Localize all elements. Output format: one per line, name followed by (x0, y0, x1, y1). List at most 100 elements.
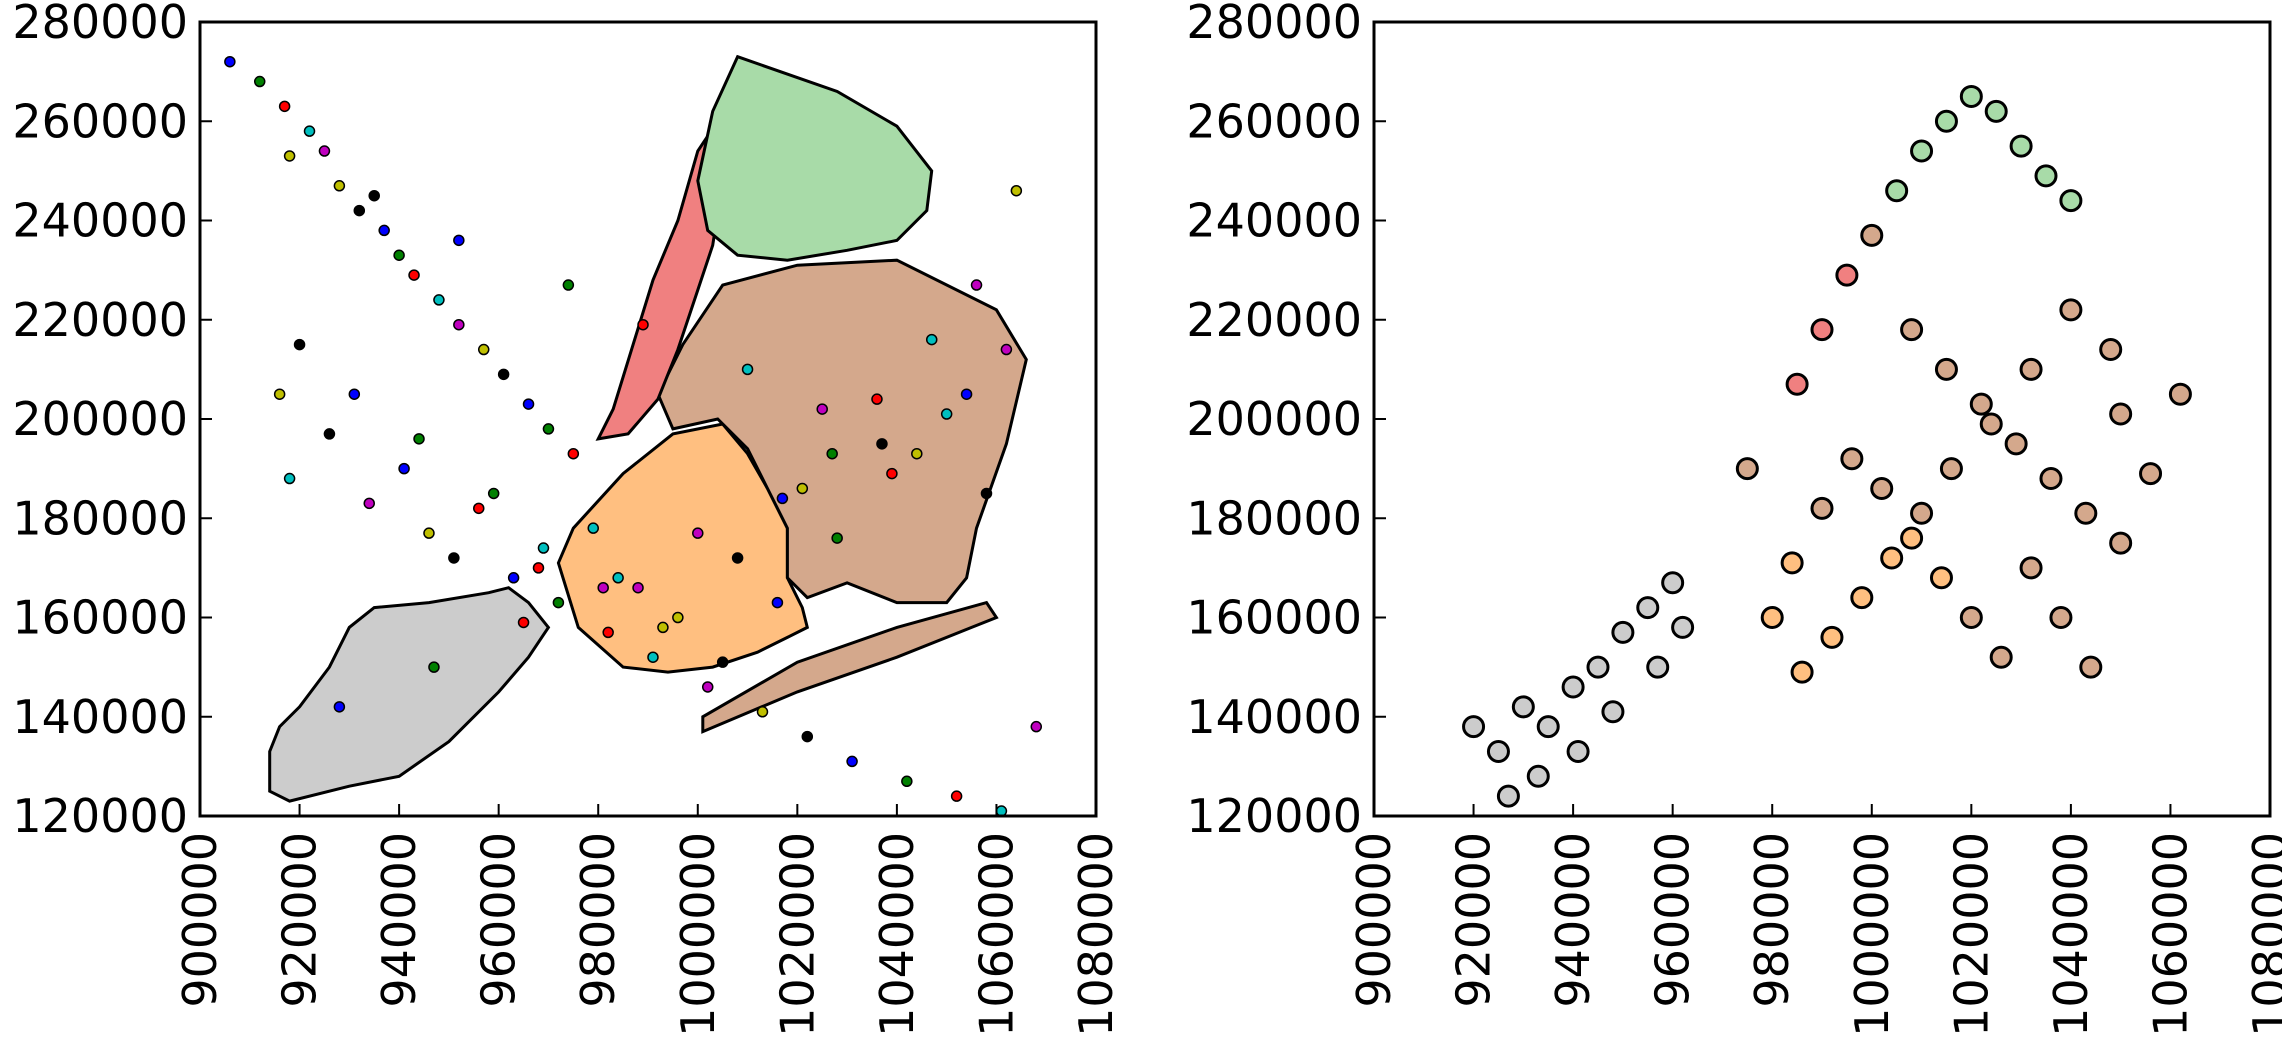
left-point-0-47 (1010, 184, 1023, 197)
right-point-29 (1934, 357, 1958, 381)
left-point-1-25 (612, 572, 624, 584)
right-point-50 (1840, 447, 1864, 471)
right-point-58 (2079, 655, 2103, 679)
left-point-1-9 (831, 532, 843, 544)
left-point-1-0 (293, 338, 306, 351)
left-point-0-34 (323, 428, 336, 440)
left-point-0-25 (701, 681, 714, 693)
left-point-0-39 (632, 581, 644, 594)
right-point-22 (1934, 109, 1958, 133)
right-point-7 (1636, 596, 1660, 620)
left-point-0-13 (497, 368, 510, 381)
left-point-0-43 (826, 447, 838, 460)
right-point-35 (2139, 462, 2163, 486)
right-point-38 (2059, 298, 2083, 322)
right-point-12 (1566, 739, 1590, 763)
right-point-55 (1989, 645, 2013, 669)
left-point-0-0 (224, 55, 236, 68)
region-polygon-2 (656, 258, 1028, 605)
right-y-tick-label: 200000 (1186, 392, 1362, 446)
left-point-1-22 (333, 701, 346, 713)
left-point-0-41 (731, 552, 744, 564)
left-point-1-26 (692, 527, 704, 539)
left-y-tick-label: 260000 (12, 94, 188, 148)
left-point-0-24 (647, 651, 659, 663)
right-point-10 (1646, 655, 1670, 679)
right-point-11 (1601, 700, 1625, 724)
left-point-1-7 (716, 656, 729, 668)
right-point-59 (2109, 402, 2133, 426)
left-x-tick-label: 980000 (571, 832, 625, 1008)
right-point-15 (1735, 457, 1759, 481)
left-point-0-3 (303, 125, 316, 137)
left-point-0-21 (507, 572, 520, 584)
right-point-4 (1561, 675, 1585, 699)
left-point-0-28 (846, 755, 858, 768)
left-y-tick-label: 240000 (12, 194, 188, 248)
right-y-tick-label: 140000 (1186, 690, 1362, 744)
left-point-1-17 (637, 318, 649, 331)
right-point-0 (1462, 715, 1486, 739)
right-point-26 (2034, 164, 2058, 188)
right-point-1 (1486, 739, 1510, 763)
right-point-57 (2049, 606, 2073, 629)
left-y-tick-label: 160000 (12, 591, 188, 645)
left-panel-points (224, 55, 1043, 817)
right-point-45 (1820, 625, 1844, 649)
left-x-tick-label: 1020000 (770, 832, 824, 1037)
left-point-0-20 (448, 552, 460, 564)
right-point-13 (1526, 764, 1550, 788)
left-point-1-8 (771, 596, 784, 609)
right-point-23 (1959, 84, 1983, 108)
left-point-1-19 (816, 403, 828, 415)
right-point-32 (2039, 467, 2063, 491)
right-point-30 (1969, 392, 1993, 416)
right-y-tick-label: 180000 (1186, 491, 1362, 545)
region-polygon-4 (696, 54, 934, 262)
left-x-tick-label: 1060000 (969, 832, 1023, 1037)
right-point-43 (1880, 546, 1904, 570)
right-y-tick-label: 260000 (1186, 94, 1362, 148)
right-point-48 (1780, 551, 1804, 575)
left-point-1-3 (473, 502, 485, 515)
left-point-1-5 (597, 581, 609, 594)
left-point-0-42 (776, 492, 789, 505)
right-panel-markers (1462, 84, 2192, 808)
left-y-tick-label: 140000 (12, 690, 188, 744)
left-point-1-12 (1000, 343, 1013, 356)
left-point-1-16 (562, 279, 575, 291)
left-point-1-15 (453, 234, 465, 247)
right-x-tick-label: 920000 (1447, 832, 1501, 1008)
left-y-tick-label: 120000 (12, 789, 188, 843)
left-point-0-33 (273, 388, 286, 400)
left-point-0-30 (950, 790, 963, 802)
left-point-0-32 (1030, 720, 1043, 733)
right-y-tick-label: 240000 (1186, 194, 1362, 248)
left-point-0-10 (433, 294, 445, 306)
left-point-1-13 (283, 150, 296, 162)
right-point-33 (2074, 501, 2098, 525)
right-point-36 (2168, 382, 2192, 406)
left-x-tick-label: 1000000 (671, 832, 725, 1037)
right-y-tick-label: 120000 (1186, 789, 1362, 843)
right-y-tick-label: 280000 (1186, 0, 1362, 49)
left-point-0-5 (333, 180, 346, 192)
left-point-0-14 (522, 398, 535, 410)
right-point-18 (1835, 263, 1859, 287)
left-panel-regions (268, 54, 1028, 803)
right-point-19 (1860, 223, 1884, 247)
left-y-tick-label: 220000 (12, 293, 188, 347)
left-point-0-12 (477, 343, 490, 356)
left-y-tick-label: 180000 (12, 491, 188, 545)
right-point-3 (1536, 715, 1560, 739)
right-point-46 (1790, 660, 1814, 684)
left-point-0-8 (393, 249, 405, 261)
left-point-0-7 (378, 224, 390, 237)
right-panel-ticks: 900000 920000 940000 960000 980000 1000000 102… (1186, 0, 2282, 1037)
right-point-16 (1785, 372, 1809, 396)
left-point-1-18 (741, 363, 754, 376)
region-polygon-1 (556, 422, 810, 674)
left-point-1-4 (537, 542, 550, 554)
right-x-tick-label: 1000000 (1845, 832, 1899, 1037)
